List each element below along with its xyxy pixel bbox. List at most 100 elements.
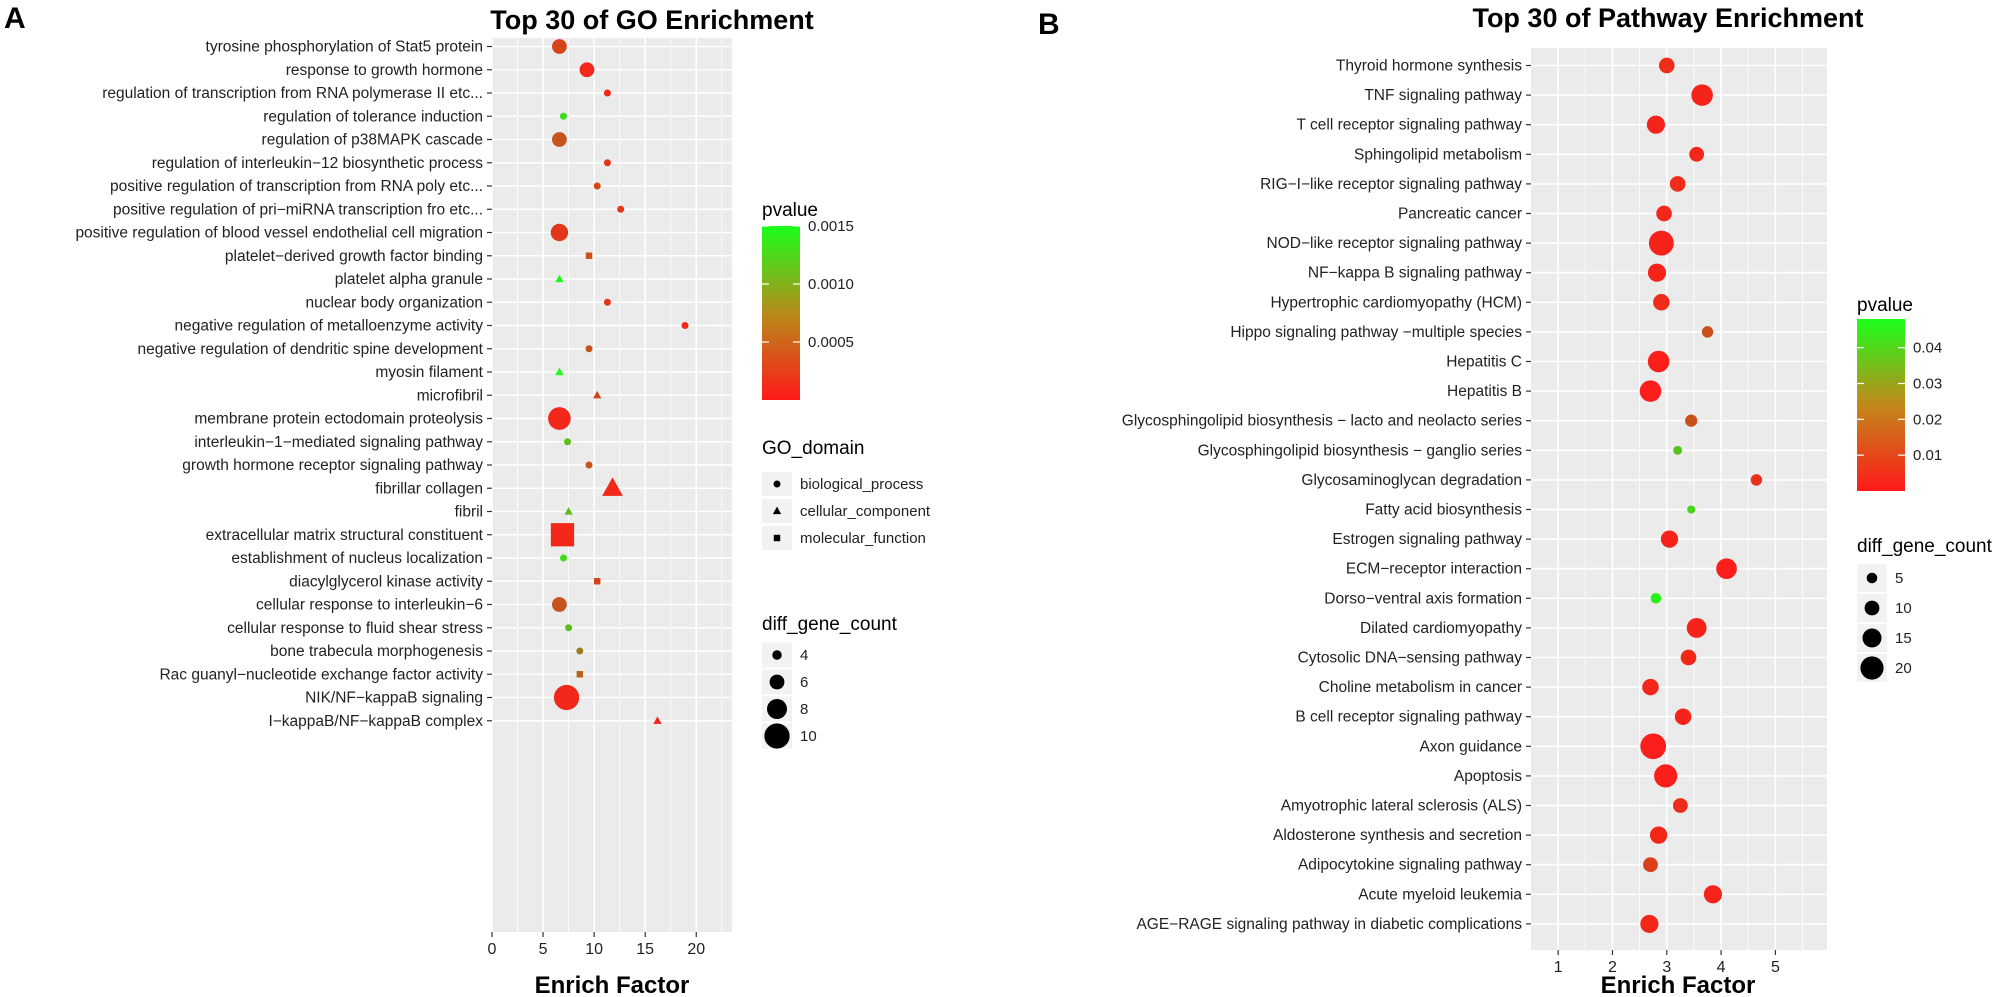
term-label: T cell receptor signaling pathway [1297, 117, 1523, 134]
data-point [1689, 146, 1705, 162]
x-tick-label: 20 [687, 941, 705, 958]
term-label: bone trabecula morphogenesis [270, 643, 483, 660]
data-point [1750, 474, 1763, 486]
x-tick-label: 15 [636, 941, 654, 958]
data-point [1716, 558, 1737, 580]
data-point [1650, 593, 1662, 604]
data-point [1647, 263, 1667, 282]
term-label: Acute myeloid leukemia [1358, 886, 1522, 903]
term-label: Amyotrophic lateral sclerosis (ALS) [1281, 798, 1522, 815]
term-label: Adipocytokine signaling pathway [1298, 857, 1522, 874]
data-point [564, 507, 573, 515]
term-label: establishment of nucleus localization [231, 550, 483, 567]
term-label: nuclear body organization [305, 294, 483, 311]
data-point [681, 322, 689, 329]
term-label: Hepatitis C [1446, 354, 1522, 371]
data-point [555, 274, 564, 283]
term-label: Dilated cardiomyopathy [1360, 620, 1522, 637]
term-label: regulation of transcription from RNA pol… [102, 85, 483, 102]
term-label: platelet−derived growth factor binding [225, 248, 483, 265]
pathway-pvalue-colorbar [1857, 319, 1905, 491]
x-tick-label: 1 [1554, 959, 1563, 976]
term-label: NF−kappa B signaling pathway [1308, 265, 1522, 282]
pathway-enrichment-chart: Top 30 of Pathway Enrichment Thyroid hor… [1122, 3, 1993, 997]
panel-a-letter: A [4, 2, 26, 35]
data-point [1673, 445, 1683, 455]
colorbar-label: 0.01 [1913, 447, 1942, 464]
colorbar-label: 0.0015 [808, 218, 854, 235]
pathway-count-legend: diff_gene_count 5 10 15 20 [1857, 536, 1993, 682]
data-point [576, 671, 584, 678]
term-label: microfibril [417, 387, 483, 404]
term-label: RIG−I−like receptor signaling pathway [1260, 176, 1522, 193]
data-point [593, 390, 602, 399]
term-label: Fatty acid biosynthesis [1365, 502, 1522, 519]
term-label: Rac guanyl−nucleotide exchange factor ac… [159, 666, 483, 683]
term-label: response to growth hormone [286, 62, 483, 79]
term-label: ECM−receptor interaction [1346, 561, 1522, 578]
term-label: Pancreatic cancer [1398, 206, 1522, 223]
term-label: interleukin−1−mediated signaling pathway [194, 434, 483, 451]
size-key-label: 4 [800, 647, 808, 664]
data-point [1703, 885, 1723, 904]
term-label: growth hormone receptor signaling pathwa… [182, 457, 483, 474]
colorbar-label: 0.0005 [808, 334, 854, 351]
shape-key-label: biological_process [800, 476, 923, 493]
data-point [1642, 678, 1659, 696]
term-label: Axon guidance [1419, 738, 1522, 755]
go-points [548, 39, 689, 724]
data-point [1701, 326, 1714, 338]
term-label: myosin filament [375, 364, 483, 381]
data-point [1646, 115, 1665, 134]
data-point [550, 523, 575, 547]
term-label: Glycosphingolipid biosynthesis − lacto a… [1122, 413, 1522, 430]
term-label: platelet alpha granule [335, 271, 483, 288]
term-label: Glycosphingolipid biosynthesis − ganglio… [1198, 442, 1523, 459]
x-tick-label: 5 [539, 941, 548, 958]
term-label: regulation of interleukin−12 biosyntheti… [152, 155, 484, 172]
go-domain-legend: GO_domain biological_process cellular_com… [762, 438, 931, 550]
data-point [1669, 176, 1686, 192]
data-point [1640, 733, 1667, 760]
data-point [555, 367, 564, 376]
data-point [1639, 380, 1662, 402]
data-point [593, 182, 601, 190]
term-label: Cytosolic DNA−sensing pathway [1298, 650, 1523, 667]
term-label: tyrosine phosphorylation of Stat5 protei… [206, 39, 483, 56]
x-tick-label: 3 [1662, 959, 1671, 976]
data-point [1656, 205, 1672, 222]
term-label: regulation of tolerance induction [263, 108, 483, 125]
data-point [603, 159, 611, 167]
data-point [585, 345, 593, 353]
data-point [552, 132, 567, 147]
data-point [1640, 914, 1659, 933]
term-label: Glycosaminoglycan degradation [1301, 472, 1522, 489]
data-point [1674, 708, 1692, 725]
go-count-legend: diff_gene_count 4 6 8 10 [762, 614, 898, 749]
term-label: I−kappaB/NF−kappaB complex [268, 713, 483, 730]
go-pvalue-legend: pvalue 0.0015 0.0010 0.0005 [762, 200, 854, 400]
term-label: Thyroid hormone synthesis [1336, 58, 1522, 75]
data-point [550, 223, 569, 242]
data-point [603, 89, 611, 97]
data-point [653, 716, 662, 724]
term-label: Hippo signaling pathway −multiple specie… [1230, 324, 1522, 341]
go-count-legend-title: diff_gene_count [762, 614, 898, 635]
data-point [1685, 414, 1698, 427]
term-label: Aldosterone synthesis and secretion [1273, 827, 1522, 844]
data-point [602, 477, 623, 496]
data-point [1648, 230, 1674, 256]
colorbar-label: 0.02 [1913, 411, 1942, 428]
pathway-pvalue-legend-title: pvalue [1857, 295, 1913, 316]
pathway-pvalue-legend: pvalue 0.04 0.03 0.02 0.01 [1857, 295, 1942, 491]
colorbar-label: 0.03 [1913, 376, 1942, 393]
term-label: cellular response to interleukin−6 [256, 597, 483, 614]
data-point [617, 205, 625, 213]
x-tick-label: 5 [1771, 959, 1780, 976]
pathway-chart-title: Top 30 of Pathway Enrichment [1472, 3, 1863, 33]
pathway-term-labels: Thyroid hormone synthesis TNF signaling p… [1122, 58, 1523, 933]
size-key-circle [772, 650, 782, 660]
data-point [585, 461, 593, 469]
data-point [585, 252, 593, 259]
go-enrichment-chart: Top 30 of GO Enrichment tyrosine phospho… [75, 5, 930, 997]
